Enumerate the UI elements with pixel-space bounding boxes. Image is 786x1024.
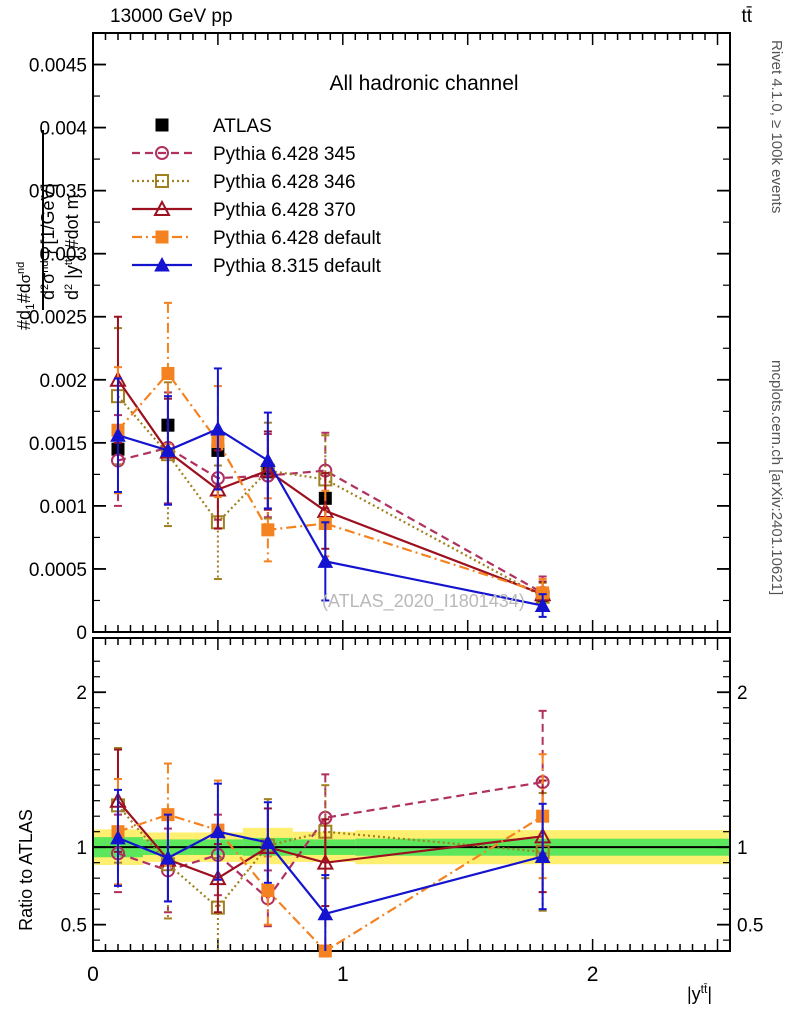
main-datapoint xyxy=(160,442,176,457)
main-ytick-label: 0.003 xyxy=(39,245,87,266)
legend-item-5[interactable]: Pythia 8.315 default xyxy=(132,256,382,277)
svg-text:d2σnd } [1/GeV]: d2σnd } [1/GeV] xyxy=(38,183,58,300)
legend-label: Pythia 6.428 default xyxy=(213,228,382,249)
main-plot-panel: 00.00050.0010.00150.0020.00250.0030.0035… xyxy=(29,32,731,644)
ratio-datapoint xyxy=(317,905,334,921)
xaxis-title: |ytt̄| xyxy=(687,982,712,1004)
main-ytick-label: 0.004 xyxy=(39,119,87,140)
ratio-datapoint xyxy=(110,829,126,845)
main-datapoint xyxy=(260,452,276,467)
main-ytick-label: 0 xyxy=(76,623,87,644)
main-datapoint xyxy=(210,420,226,436)
ratio-ytick-label: 2 xyxy=(76,683,87,704)
ratio-ytick-label: 2 xyxy=(737,683,748,704)
main-series-line xyxy=(117,379,544,596)
ratio-datapoint xyxy=(209,869,227,886)
legend-label: Pythia 8.315 default xyxy=(213,256,382,277)
svg-text:d2 |ytt| #dot m: d2 |ytt| #dot m xyxy=(62,194,82,300)
main-ytick-label: 0.0025 xyxy=(29,308,87,329)
main-datapoint xyxy=(261,523,275,537)
dataset-watermark: (ATLAS_2020_I1801434) xyxy=(322,591,525,612)
legend-marker xyxy=(154,256,170,272)
ratio-yaxis-title: Ratio to ATLAS xyxy=(16,809,36,931)
ratio-datapoint xyxy=(316,853,334,870)
main-ytick-label: 0.001 xyxy=(39,497,87,518)
xtick-label: 0 xyxy=(87,963,99,986)
legend-label: Pythia 6.428 345 xyxy=(213,144,356,165)
legend-item-2[interactable]: Pythia 6.428 346 xyxy=(132,172,356,193)
header-right-label: tt̄ xyxy=(741,6,752,27)
legend-item-4[interactable]: Pythia 6.428 default xyxy=(132,228,382,249)
main-yaxis-title: #d1#dσnd d2σnd } [1/GeV] d2 |ytt| #dot m xyxy=(14,130,82,330)
plot-title: All hadronic channel xyxy=(329,72,518,95)
legend: ATLAS Pythia 6.428 345 Pythia 6.428 346 Pyt… xyxy=(132,116,382,277)
legend-item-0[interactable]: ATLAS xyxy=(155,116,272,137)
main-series-line xyxy=(117,446,544,594)
legend-marker xyxy=(153,199,171,216)
ratio-datapoint xyxy=(261,884,275,898)
svg-text:#d1#dσnd: #d1#dσnd xyxy=(14,262,37,330)
ratio-series-4 xyxy=(110,782,551,951)
ratio-series-line xyxy=(117,830,543,916)
main-ytick-label: 0.002 xyxy=(39,371,87,392)
ratio-ytick-label: 1 xyxy=(76,838,87,859)
ratio-ytick-label: 0.5 xyxy=(737,916,763,937)
xtick-label: 2 xyxy=(587,963,599,986)
mcplots-source-label: mcplots.cern.ch [arXiv:2401.10621] xyxy=(768,360,785,595)
xtick-label: 1 xyxy=(337,963,349,986)
main-ytick-label: 0.0015 xyxy=(29,434,87,455)
main-datapoint xyxy=(110,427,126,442)
ratio-frame xyxy=(92,637,731,952)
main-series-line xyxy=(117,427,543,607)
legend-item-3[interactable]: Pythia 6.428 370 xyxy=(132,199,356,221)
ratio-datapoint xyxy=(210,823,226,839)
header-left-label: 13000 GeV pp xyxy=(110,6,233,27)
ratio-series-line xyxy=(117,799,543,880)
main-series-line xyxy=(117,371,543,594)
legend-marker xyxy=(155,230,169,244)
main-frame xyxy=(92,32,731,633)
legend-marker xyxy=(155,174,169,188)
ratio-ytick-label: 0.5 xyxy=(61,916,87,937)
ratio-ytick-label: 1 xyxy=(737,838,748,859)
legend-label: Pythia 6.428 370 xyxy=(213,200,356,221)
main-ytick-label: 0.0045 xyxy=(29,56,87,77)
main-datapoint xyxy=(534,597,551,613)
legend-label: Pythia 6.428 346 xyxy=(213,172,356,193)
ratio-datapoint xyxy=(534,848,551,863)
legend-marker xyxy=(155,146,169,160)
ratio-series-line xyxy=(117,781,543,900)
main-series-line xyxy=(117,395,544,598)
ratio-datapoint xyxy=(160,849,176,865)
svg-text:|ytt̄|: |ytt̄| xyxy=(687,982,712,1004)
ratio-series-line xyxy=(117,813,544,953)
main-series-5 xyxy=(110,367,551,618)
main-datapoint xyxy=(161,366,175,380)
ratio-plot-panel: 0.5 0.5 1 1 2 2 xyxy=(61,637,763,958)
main-series-4 xyxy=(111,301,550,608)
legend-label: ATLAS xyxy=(213,116,272,137)
legend-marker xyxy=(155,118,169,132)
legend-item-1[interactable]: Pythia 6.428 345 xyxy=(132,144,356,165)
main-datapoint xyxy=(317,553,334,568)
ratio-datapoint xyxy=(260,834,276,850)
main-ytick-label: 0.0005 xyxy=(29,560,87,581)
rivet-version-label: Rivet 4.1.0, ≥ 100k events xyxy=(768,40,785,213)
